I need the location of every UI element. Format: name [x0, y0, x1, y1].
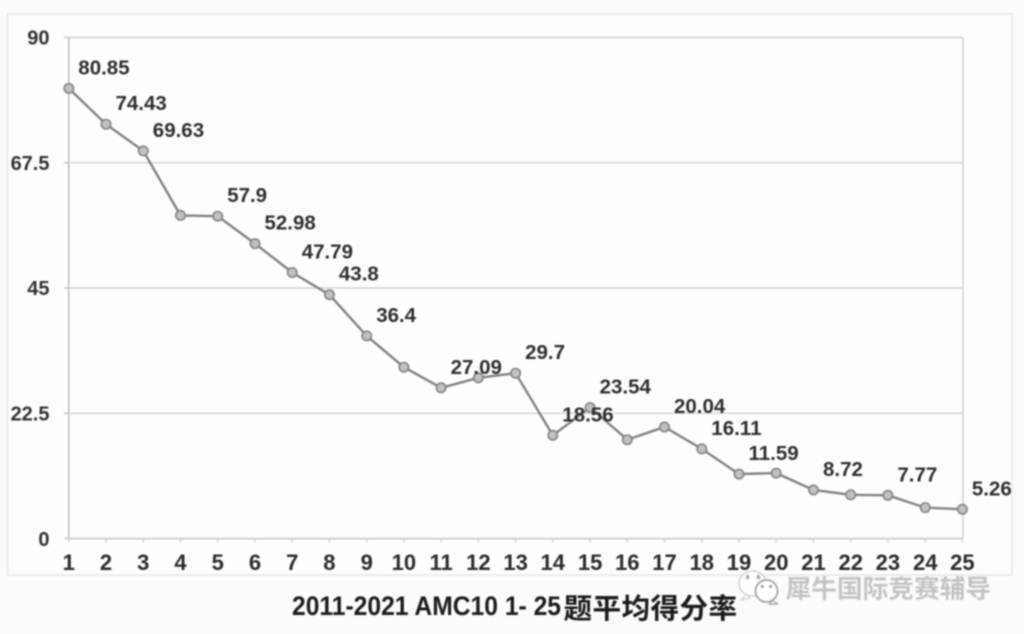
svg-text:45: 45	[27, 278, 49, 300]
svg-text:21: 21	[801, 550, 825, 575]
svg-text:5.26: 5.26	[972, 477, 1012, 500]
svg-text:23: 23	[876, 550, 900, 575]
svg-text:7.77: 7.77	[897, 463, 937, 486]
svg-text:57.9: 57.9	[227, 184, 267, 207]
svg-text:90: 90	[27, 28, 49, 50]
svg-text:11: 11	[429, 550, 452, 575]
svg-text:8.72: 8.72	[823, 458, 863, 481]
svg-text:15: 15	[578, 550, 602, 575]
svg-text:17: 17	[652, 550, 676, 575]
svg-text:36.4: 36.4	[376, 304, 416, 327]
svg-text:80.85: 80.85	[78, 56, 129, 79]
svg-text:67.5: 67.5	[11, 153, 50, 175]
svg-text:5: 5	[212, 550, 224, 575]
svg-text:20: 20	[764, 550, 788, 575]
svg-text:2011-2021 AMC10 1- 25: 2011-2021 AMC10 1- 25	[292, 591, 561, 621]
svg-text:0: 0	[38, 529, 49, 551]
svg-text:2: 2	[100, 550, 112, 575]
svg-text:6: 6	[249, 550, 261, 575]
svg-text:24: 24	[913, 550, 938, 575]
svg-text:18: 18	[690, 550, 714, 575]
svg-text:74.43: 74.43	[116, 92, 167, 115]
svg-text:8: 8	[323, 550, 335, 575]
svg-text:43.8: 43.8	[339, 263, 379, 286]
svg-text:10: 10	[392, 550, 416, 575]
svg-text:22.5: 22.5	[11, 404, 50, 426]
svg-text:52.98: 52.98	[265, 212, 316, 235]
svg-text:20.04: 20.04	[674, 395, 726, 418]
svg-text:22: 22	[838, 550, 862, 575]
svg-text:27.09: 27.09	[451, 356, 502, 379]
svg-text:9: 9	[361, 550, 373, 575]
svg-text:11.59: 11.59	[749, 442, 799, 465]
svg-text:4: 4	[174, 550, 187, 575]
svg-text:1: 1	[63, 550, 75, 575]
svg-text:13: 13	[503, 550, 527, 575]
svg-text:29.7: 29.7	[525, 341, 565, 364]
svg-text:25: 25	[950, 550, 974, 575]
svg-text:19: 19	[727, 550, 751, 575]
svg-text:7: 7	[286, 550, 298, 575]
svg-text:18.56: 18.56	[562, 403, 613, 426]
svg-text:16.11: 16.11	[711, 417, 761, 440]
svg-text:69.63: 69.63	[153, 119, 204, 142]
svg-text:23.54: 23.54	[600, 376, 652, 399]
svg-text:14: 14	[541, 550, 566, 575]
svg-text:16: 16	[615, 550, 639, 575]
svg-text:12: 12	[466, 550, 490, 575]
svg-text:47.79: 47.79	[302, 241, 353, 264]
svg-text:3: 3	[137, 550, 149, 575]
